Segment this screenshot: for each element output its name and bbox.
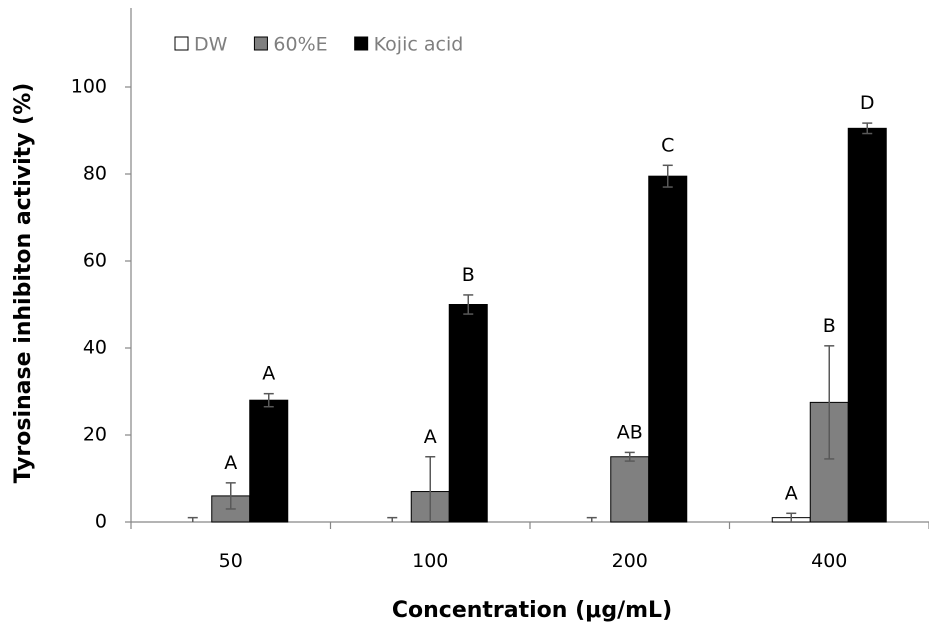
bar: [847, 127, 887, 523]
significance-label: A: [224, 452, 237, 474]
significance-label: B: [823, 315, 836, 337]
significance-label: A: [785, 482, 798, 504]
legend-swatch: [354, 36, 369, 51]
x-tick-label: 200: [612, 550, 648, 572]
bar: [610, 456, 650, 523]
significance-label: C: [661, 134, 674, 156]
significance-label: A: [424, 426, 437, 448]
x-tick-label: 100: [412, 550, 448, 572]
significance-label: A: [262, 363, 275, 385]
y-axis-title-group: Tyrosinase inhibiton activity (%): [11, 83, 36, 484]
legend-label: Kojic acid: [374, 34, 464, 56]
legend-swatch: [174, 36, 189, 51]
y-tick-label: 40: [83, 337, 107, 359]
bar: [648, 175, 688, 523]
significance-label: AB: [617, 421, 643, 443]
bar: [249, 399, 289, 523]
y-tick-label: 20: [83, 424, 107, 446]
significance-label: B: [462, 264, 475, 286]
legend: DW 60%E Kojic acid: [174, 34, 464, 56]
y-axis-title: Tyrosinase inhibiton activity (%): [11, 83, 36, 484]
y-tick-label: 0: [95, 511, 107, 533]
y-tick-label: 60: [83, 250, 107, 272]
x-tick-label: 50: [219, 550, 243, 572]
x-tick-label: 400: [811, 550, 847, 572]
y-tick-label: 100: [71, 76, 107, 98]
legend-label: 60%E: [273, 34, 327, 56]
legend-swatch: [253, 36, 268, 51]
y-tick-label: 80: [83, 163, 107, 185]
bar: [448, 304, 488, 523]
x-axis-title: Concentration (μg/mL): [392, 598, 672, 623]
significance-label: D: [860, 92, 875, 114]
legend-label: DW: [194, 34, 228, 56]
